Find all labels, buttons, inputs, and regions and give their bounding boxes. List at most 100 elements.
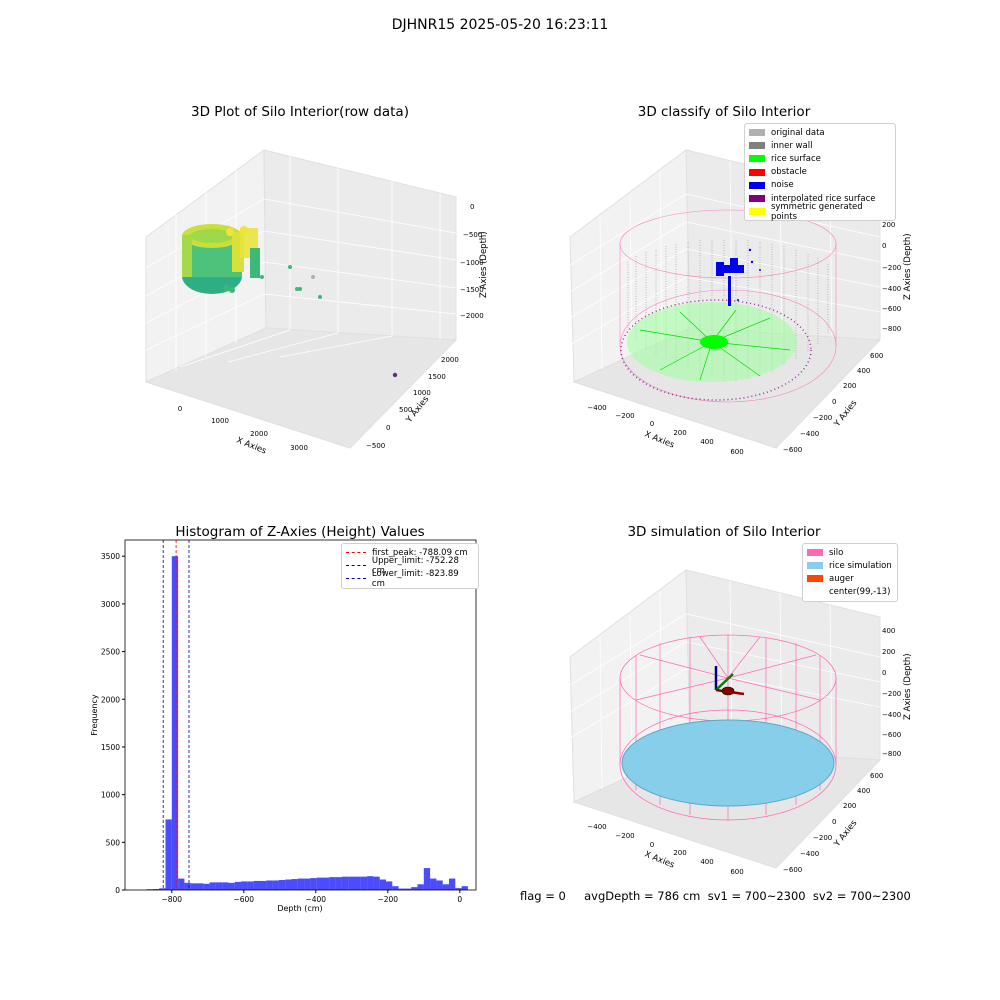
- panel2-ytick: 200: [843, 382, 856, 390]
- histogram-bar: [171, 556, 179, 890]
- panel2-xtick: 0: [650, 420, 654, 428]
- histogram-x-tick-label: 0: [457, 895, 462, 904]
- legend-swatch: [346, 552, 366, 554]
- histogram-bar: [184, 882, 191, 890]
- histogram-bar: [234, 881, 242, 890]
- legend-label: auger: [829, 573, 854, 584]
- panel1-title: 3D Plot of Silo Interior(row data): [191, 104, 409, 120]
- histogram-bar: [260, 880, 267, 890]
- panel4-ztick: −800: [882, 750, 901, 758]
- panel4-rice-simulation: [621, 719, 835, 807]
- panel4-xtick: 400: [700, 858, 713, 866]
- histogram-bar: [297, 878, 305, 890]
- histogram-bar: [455, 888, 462, 890]
- legend-label: inner wall: [771, 140, 813, 151]
- histogram-bar: [159, 888, 166, 890]
- panel2-ztick: −600: [882, 305, 901, 313]
- legend-label: rice surface: [771, 153, 821, 164]
- legend-swatch: [346, 578, 366, 580]
- histogram-bar: [272, 880, 279, 890]
- panel4-xlabel: X Axies: [643, 850, 676, 871]
- panel2-ytick: 0: [832, 398, 836, 406]
- legend-label: obstacle: [771, 167, 807, 178]
- histogram-bar: [247, 881, 254, 890]
- panel4-ytick: −200: [813, 834, 832, 842]
- panel4-zlabel: Z Axies (Depth): [903, 653, 913, 720]
- panel2-xtick: 200: [673, 429, 686, 437]
- panel2-ytick: 400: [857, 367, 870, 375]
- legend-swatch: [749, 181, 765, 189]
- legend-swatch: [807, 575, 823, 583]
- panel2-legend: original data inner wall rice surface ob…: [744, 123, 896, 222]
- legend-item: silo: [807, 546, 893, 559]
- panel4-ztick: 400: [882, 627, 895, 635]
- histogram-bar: [323, 877, 330, 890]
- histogram-bar: [190, 883, 197, 890]
- panel2-ztick: 200: [882, 221, 895, 229]
- legend-item: symmetric generated points: [749, 202, 891, 222]
- histogram-bar: [436, 880, 443, 890]
- panel4-ztick: 200: [882, 648, 895, 656]
- legend-item: interpolated rice surface: [749, 192, 891, 205]
- histogram-bar: [461, 886, 468, 890]
- histogram-xlabel: Depth (cm): [277, 904, 322, 913]
- panel4-ytick: −400: [800, 850, 819, 858]
- panel1-ztick: 0: [470, 203, 474, 211]
- histogram-legend: first_peak: -788.09 cm Upper_limit: -752…: [341, 543, 479, 589]
- histogram-bars: [146, 556, 468, 890]
- histogram-y-tick-label: 3000: [101, 600, 120, 609]
- histogram-bar: [392, 886, 399, 890]
- legend-item: auger: [807, 572, 893, 585]
- histogram-bar: [228, 882, 235, 890]
- panel1-ztick: −1500: [460, 286, 484, 294]
- histogram-x-ticks: −800 −600 −400 −200 0: [161, 890, 462, 904]
- legend-swatch: [749, 168, 765, 176]
- panel1-ytick: 0: [386, 424, 390, 432]
- legend-item: center(99,-13): [807, 586, 893, 599]
- legend-item: rice surface: [749, 152, 891, 165]
- histogram-bar: [442, 884, 449, 890]
- panel4-ytick: 600: [870, 772, 883, 780]
- panel2-interpolated-surface: [620, 299, 812, 401]
- panel2-ztick: −200: [882, 264, 901, 272]
- histogram-bar: [411, 887, 418, 890]
- histogram-x-tick-label: −200: [377, 895, 398, 904]
- panel1-ztick: −2000: [460, 312, 484, 320]
- histogram-y-tick-label: 3500: [101, 552, 120, 561]
- panel1-ztick: −500: [463, 231, 482, 239]
- histogram-x-tick-label: −400: [305, 895, 326, 904]
- legend-swatch: [346, 565, 366, 567]
- legend-swatch: [807, 562, 823, 570]
- legend-label: rice simulation: [829, 560, 892, 571]
- panel4-ztick: −200: [882, 690, 901, 698]
- panel1-xtick: 2000: [250, 430, 268, 438]
- panel1-ztick: −1000: [460, 259, 484, 267]
- histogram-bar: [423, 868, 431, 890]
- panel2-xtick: −400: [587, 404, 606, 412]
- histogram-bar: [222, 882, 229, 890]
- legend-item: Upper_limit: -752.28 cm: [346, 556, 474, 576]
- histogram-bar: [430, 878, 437, 890]
- histogram-y-tick-label: 2000: [101, 695, 120, 704]
- legend-item: inner wall: [749, 139, 891, 152]
- legend-item: obstacle: [749, 166, 891, 179]
- panel2-ytick: 600: [870, 352, 883, 360]
- histogram-y-tick-label: 500: [106, 838, 121, 847]
- histogram-bar: [203, 883, 210, 890]
- histogram-bar: [285, 879, 292, 890]
- panel4-ztick: 0: [882, 669, 886, 677]
- histogram-frame: [124, 539, 477, 891]
- histogram-bar: [316, 877, 323, 890]
- legend-label: Lower_limit: -823.89 cm: [371, 568, 459, 589]
- histogram-bar: [348, 876, 355, 890]
- panel2-ytick: −600: [783, 446, 802, 454]
- histogram-bar: [360, 876, 368, 890]
- histogram-bar: [367, 876, 374, 890]
- legend-label: original data: [771, 127, 825, 138]
- panel4-xtick: −200: [615, 832, 634, 840]
- legend-label: silo: [829, 547, 844, 558]
- legend-item: original data: [749, 126, 891, 139]
- legend-swatch: [749, 195, 765, 203]
- panel2-title: 3D classify of Silo Interior: [637, 104, 811, 120]
